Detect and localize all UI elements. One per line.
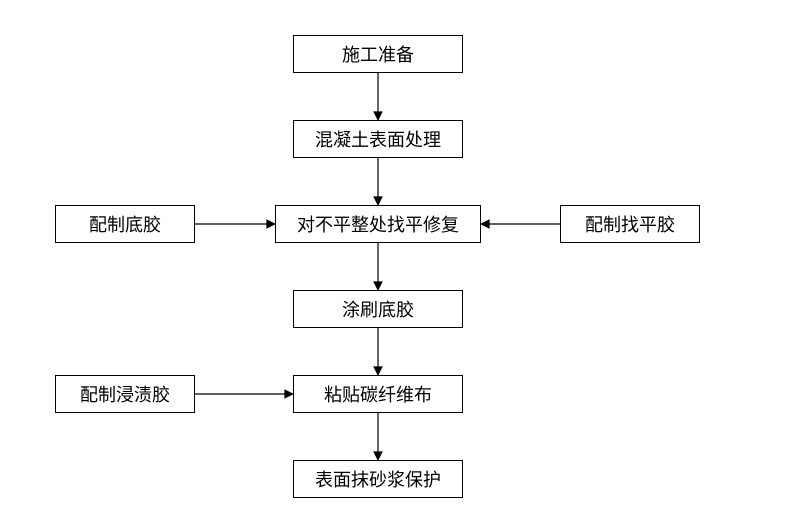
flowchart-node-label: 涂刷底胶	[342, 296, 414, 322]
flowchart-node-n4: 涂刷底胶	[293, 290, 463, 328]
flowchart-node-label: 配制找平胶	[585, 211, 675, 237]
flowchart-node-label: 配制底胶	[89, 211, 161, 237]
flowchart-node-label: 配制浸渍胶	[80, 381, 170, 407]
flowchart-node-n6: 表面抹砂浆保护	[293, 460, 463, 498]
flowchart-node-label: 混凝土表面处理	[315, 126, 441, 152]
flowchart-node-label: 施工准备	[342, 41, 414, 67]
flowchart-node-n2: 混凝土表面处理	[293, 120, 463, 158]
flowchart-node-n3: 对不平整处找平修复	[275, 205, 481, 243]
flowchart-node-s3: 配制浸渍胶	[55, 375, 195, 413]
flowchart-node-n1: 施工准备	[293, 35, 463, 73]
flowchart-node-label: 粘贴碳纤维布	[324, 381, 432, 407]
flowchart-node-n5: 粘贴碳纤维布	[293, 375, 463, 413]
flowchart-edges	[0, 0, 800, 530]
flowchart-node-label: 表面抹砂浆保护	[315, 466, 441, 492]
flowchart-node-label: 对不平整处找平修复	[297, 211, 459, 237]
flowchart-node-s2: 配制找平胶	[560, 205, 700, 243]
flowchart-node-s1: 配制底胶	[55, 205, 195, 243]
